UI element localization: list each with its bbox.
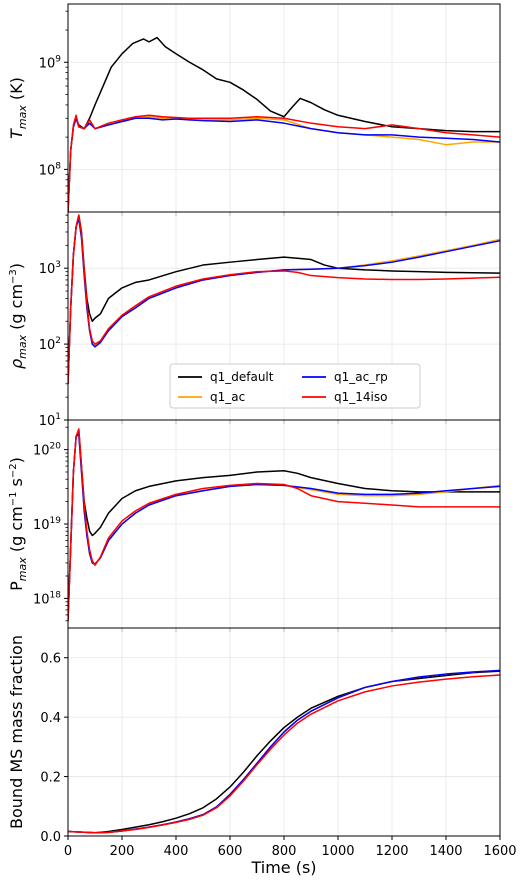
x-tick-label: 400	[164, 844, 189, 859]
legend-label: q1_14iso	[334, 390, 387, 404]
x-tick-label: 1400	[429, 844, 462, 859]
x-tick-label: 1200	[375, 844, 408, 859]
y-tick-label: 0.0	[40, 830, 61, 845]
y-axis-label: Bound MS mass fraction	[7, 635, 26, 829]
y-tick-label: 1018	[33, 590, 61, 607]
series-group	[68, 214, 500, 384]
series-group	[68, 428, 500, 621]
x-tick-label: 0	[64, 844, 72, 859]
y-tick-label: 109	[39, 54, 62, 71]
x-tick-label: 600	[218, 844, 243, 859]
x-tick-label: 200	[110, 844, 135, 859]
x-axis-label: Time (s)	[250, 858, 316, 877]
x-tick-label: 800	[272, 844, 297, 859]
series-line-q1_14iso	[68, 674, 500, 834]
legend: q1_default q1_ac q1_ac_rp q1_14iso	[169, 363, 421, 409]
y-tick-label: 103	[39, 260, 61, 277]
series-line-q1_14iso	[68, 428, 500, 621]
legend-label: q1_ac	[210, 390, 245, 404]
y-tick-label: 0.4	[40, 711, 61, 726]
x-tick-label: 1000	[321, 844, 354, 859]
y-axis-label: ρmax (g cm−3)	[7, 263, 29, 369]
series-group	[68, 669, 500, 834]
panel-4: 0.0 0.2 0.4 0.6 0 200 400 600 800 1000 1200 1400 160…	[7, 627, 517, 859]
y-tick-label: 0.6	[40, 652, 61, 667]
y-tick-label: 101	[39, 412, 61, 429]
legend-label: q1_default	[210, 370, 274, 384]
y-tick-label: 0.2	[40, 771, 61, 786]
panels: 108 109 Tmax (K) 101 102 103 ρmax (g cm−3) 1018…	[7, 3, 517, 859]
y-tick-label: 1020	[33, 442, 61, 459]
legend-label: q1_ac_rp	[334, 370, 388, 384]
panel-1: 108 109 Tmax (K)	[7, 3, 501, 216]
y-tick-label: 102	[39, 336, 61, 353]
series-line-q1_14iso	[68, 114, 500, 212]
series-line-q1_14iso	[68, 214, 500, 384]
y-tick-label: 108	[39, 161, 62, 178]
y-tick-label: 1019	[33, 516, 61, 533]
panel-2: 101 102 103 ρmax (g cm−3)	[7, 211, 501, 429]
y-axis-label: Tmax (K)	[7, 77, 29, 139]
y-axis-label: Pmax (g cm−1 s−2)	[7, 457, 29, 591]
x-tick-label: 1600	[483, 844, 516, 859]
legend-box	[169, 363, 421, 409]
series-group	[68, 36, 500, 212]
